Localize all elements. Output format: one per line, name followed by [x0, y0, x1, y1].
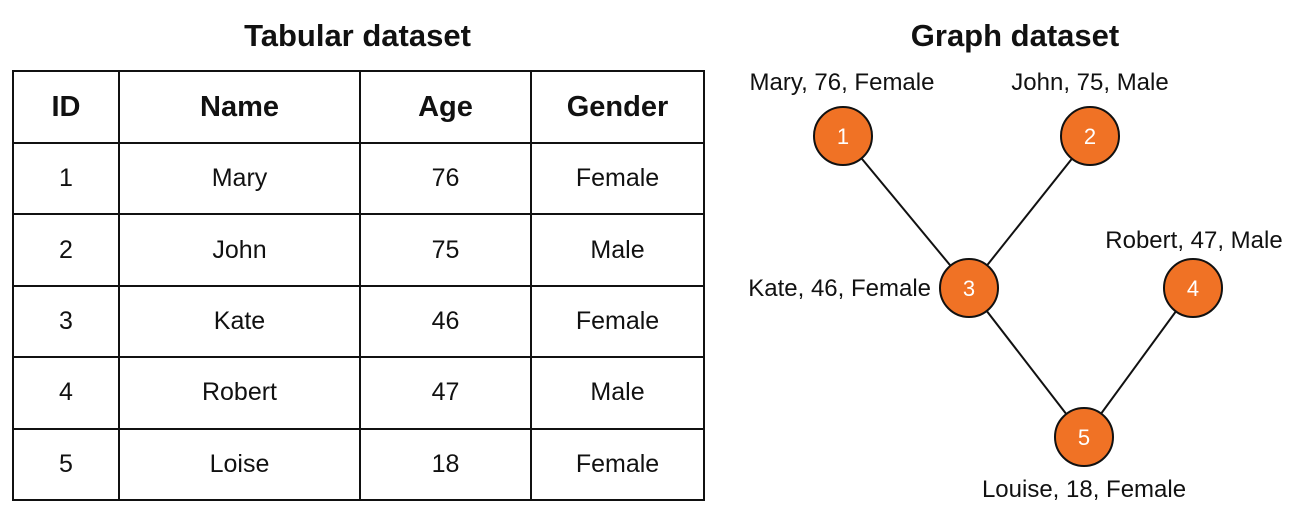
cell-id: 5: [12, 427, 120, 502]
cell-gender: Male: [530, 356, 705, 430]
graph-edge-2-3: [968, 135, 1091, 289]
table-header-row: ID Name Age Gender: [12, 70, 705, 144]
graph-node-3-number: 3: [963, 276, 975, 301]
column-header-id: ID: [12, 70, 120, 144]
graph-node-1: 1: [813, 106, 873, 166]
graph-node-5: 5: [1054, 407, 1114, 467]
cell-name: Mary: [118, 141, 361, 216]
table-row: 1 Mary 76 Female: [12, 141, 705, 216]
cell-name: John: [118, 213, 361, 287]
graph-node-2: 2: [1060, 106, 1120, 166]
table-row: 5 Loise 18 Female: [12, 427, 705, 502]
table-row: 3 Kate 46 Female: [12, 284, 705, 359]
graph-edges: [842, 135, 1194, 438]
column-header-name: Name: [118, 70, 361, 144]
cell-gender: Female: [530, 141, 705, 216]
graph-node-3-label: Kate, 46, Female: [748, 275, 931, 302]
graph-node-1-number: 1: [837, 124, 849, 149]
cell-id: 2: [12, 213, 120, 287]
cell-age: 76: [359, 141, 532, 216]
graph-node-5-number: 5: [1078, 425, 1090, 450]
graph-node-1-label: Mary, 76, Female: [750, 69, 935, 96]
cell-age: 18: [359, 427, 532, 502]
graph-node-2-label: John, 75, Male: [1011, 69, 1168, 96]
cell-id: 3: [12, 284, 120, 359]
table-row: 4 Robert 47 Male: [12, 356, 705, 430]
graph-node-4-label: Robert, 47, Male: [1105, 227, 1282, 254]
graph-edge-1-3: [842, 135, 970, 289]
graph-node-4-circle: [1163, 258, 1223, 318]
graph-node-5-label: Louise, 18, Female: [982, 476, 1186, 503]
column-header-gender: Gender: [530, 70, 705, 144]
graph-node-2-circle: [1060, 106, 1120, 166]
tabular-dataset-title: Tabular dataset: [244, 18, 471, 53]
cell-id: 1: [12, 141, 120, 216]
cell-name: Kate: [118, 284, 361, 359]
graph-edge-4-5: [1083, 287, 1194, 438]
cell-age: 47: [359, 356, 532, 430]
graph-edge-3-5: [968, 287, 1085, 438]
cell-gender: Female: [530, 427, 705, 502]
column-header-age: Age: [359, 70, 532, 144]
cell-age: 75: [359, 213, 532, 287]
table-row: 2 John 75 Male: [12, 213, 705, 287]
graph-diagram: 1 2 3 4 5 Mary, 76, Female John, 75, Mal…: [748, 69, 1282, 503]
cell-gender: Male: [530, 213, 705, 287]
tabular-dataset-table: ID Name Age Gender 1 Mary 76 Female 2 Jo…: [12, 70, 705, 502]
graph-dataset-title: Graph dataset: [910, 18, 1120, 53]
graph-node-3-circle: [939, 258, 999, 318]
graph-node-1-circle: [813, 106, 873, 166]
cell-name: Robert: [118, 356, 361, 430]
cell-gender: Female: [530, 284, 705, 359]
graph-node-3: 3: [939, 258, 999, 318]
graph-node-4-number: 4: [1187, 276, 1199, 301]
graph-node-2-number: 2: [1084, 124, 1096, 149]
cell-id: 4: [12, 356, 120, 430]
graph-node-5-circle: [1054, 407, 1114, 467]
graph-node-4: 4: [1163, 258, 1223, 318]
cell-age: 46: [359, 284, 532, 359]
cell-name: Loise: [118, 427, 361, 502]
